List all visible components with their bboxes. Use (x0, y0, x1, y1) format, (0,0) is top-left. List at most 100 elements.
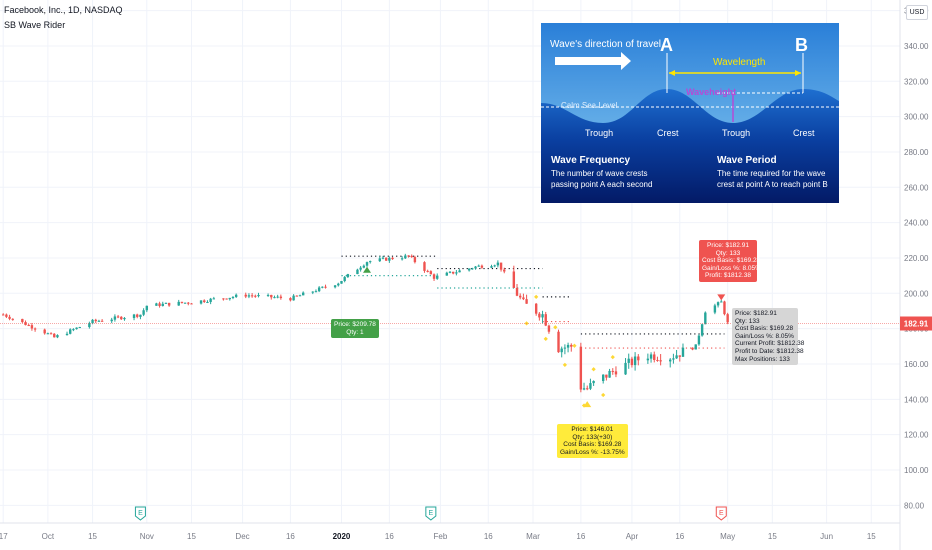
x-tick-label: 16 (576, 532, 585, 541)
candle-body (656, 359, 659, 361)
candlestick-series (1, 253, 729, 393)
candle-body (123, 317, 126, 320)
candle-body (49, 333, 53, 335)
candle-body (563, 347, 567, 349)
sell_red-line: Gain/Loss %: 8.05% (702, 264, 761, 272)
candle-body (113, 316, 117, 320)
x-tick-label: 16 (286, 532, 295, 541)
candle-body (167, 302, 171, 306)
candle-body (582, 388, 586, 390)
candle-body (579, 346, 583, 390)
candle-body (384, 257, 388, 261)
candle-body (448, 271, 452, 273)
y-tick-label: 200.00 (904, 289, 929, 298)
candle-body (88, 323, 91, 328)
x-tick-label: 16 (385, 532, 394, 541)
candle-body (659, 360, 662, 362)
buy_yellow-line: Qty: 133(+30) (572, 433, 613, 441)
candle-body (222, 298, 225, 300)
candle-body (142, 310, 145, 315)
signal-dot (601, 392, 606, 398)
trough-label-2: Trough (722, 128, 751, 138)
candle-body (110, 319, 113, 322)
sell-label-red: Price: $182.91 Qty: 133 Cost Basis: $169.2… (699, 240, 761, 282)
price-axis[interactable]: 80.00100.00120.00140.00160.00180.00200.0… (899, 0, 929, 550)
candle-body (94, 319, 97, 322)
candle-body (704, 312, 707, 325)
candle-body (477, 265, 480, 267)
candle-body (212, 298, 216, 300)
candle-body (467, 268, 471, 271)
earnings-letter: E (429, 510, 434, 517)
candle-body (250, 295, 254, 297)
candle-body (700, 324, 704, 336)
candle-body (601, 374, 605, 381)
x-tick-label: Jun (820, 532, 833, 541)
candle-body (33, 328, 37, 330)
candle-body (407, 255, 410, 257)
candle-body (391, 257, 394, 260)
candle-body (404, 255, 407, 259)
candle-body (624, 362, 627, 375)
wave-diagram: Wave's direction of travel A B Wavelengt… (541, 23, 839, 203)
candle-body (321, 286, 324, 288)
candle-body (206, 301, 209, 303)
candle-body (120, 316, 123, 320)
signal-dot (591, 367, 596, 372)
candle-body (369, 261, 372, 263)
last-price-value: 182.91 (904, 320, 929, 329)
candle-body (343, 277, 346, 282)
candle-body (614, 371, 618, 375)
y-tick-label: 340.00 (904, 42, 929, 51)
y-tick-label: 160.00 (904, 360, 929, 369)
candle-body (180, 301, 184, 303)
candle-body (56, 335, 59, 338)
candle-body (155, 303, 158, 306)
summary_gray-line: Profit to Date: $1812.38 (735, 347, 804, 355)
summary_gray-line: Price: $182.91 (735, 310, 777, 317)
signal-dot (543, 336, 548, 342)
candle-body (164, 302, 168, 304)
candle-body (474, 266, 477, 269)
wave-direction-text: Wave's direction of travel (550, 39, 662, 50)
y-tick-label: 320.00 (904, 77, 929, 86)
candle-body (496, 262, 500, 266)
signal-dot (581, 403, 587, 408)
x-tick-label: Dec (235, 532, 249, 541)
currency-button[interactable]: USD (906, 5, 928, 20)
x-tick-label: Mar (526, 532, 540, 541)
x-tick-label: 15 (867, 532, 876, 541)
candle-body (21, 318, 24, 323)
candle-body (317, 287, 321, 292)
candle-body (436, 275, 439, 279)
candle-body (75, 327, 78, 330)
candle-body (672, 358, 675, 360)
y-tick-label: 280.00 (904, 148, 929, 157)
x-tick-label: Feb (434, 532, 448, 541)
trade-marker (717, 294, 726, 301)
candle-body (538, 313, 541, 318)
candle-body (410, 255, 413, 258)
candle-body (276, 296, 279, 298)
candle-body (522, 297, 525, 300)
candle-body (608, 370, 611, 378)
crest-label-1: Crest (657, 128, 679, 138)
earnings-icon (134, 506, 146, 521)
candle-body (560, 348, 563, 353)
x-tick-label: 16 (484, 532, 493, 541)
candle-body (388, 257, 391, 261)
earnings-letter: E (719, 510, 724, 517)
candle-body (279, 296, 283, 299)
candle-body (43, 329, 46, 334)
summary_gray-line: Current Profit: $1812.38 (735, 340, 805, 348)
x-tick-label: Oct (42, 532, 55, 541)
time-axis[interactable]: 17 Oct 15 Nov 15 Dec 16 2020 16 Feb 16 Mar 16 Apr 16 Ma… (0, 522, 900, 541)
candle-body (458, 270, 461, 273)
candle-body (547, 325, 551, 332)
y-tick-label: 220.00 (904, 254, 929, 263)
candle-body (637, 356, 640, 361)
candle-body (365, 262, 369, 266)
candle-body (100, 320, 104, 322)
signal-dot (562, 362, 568, 367)
